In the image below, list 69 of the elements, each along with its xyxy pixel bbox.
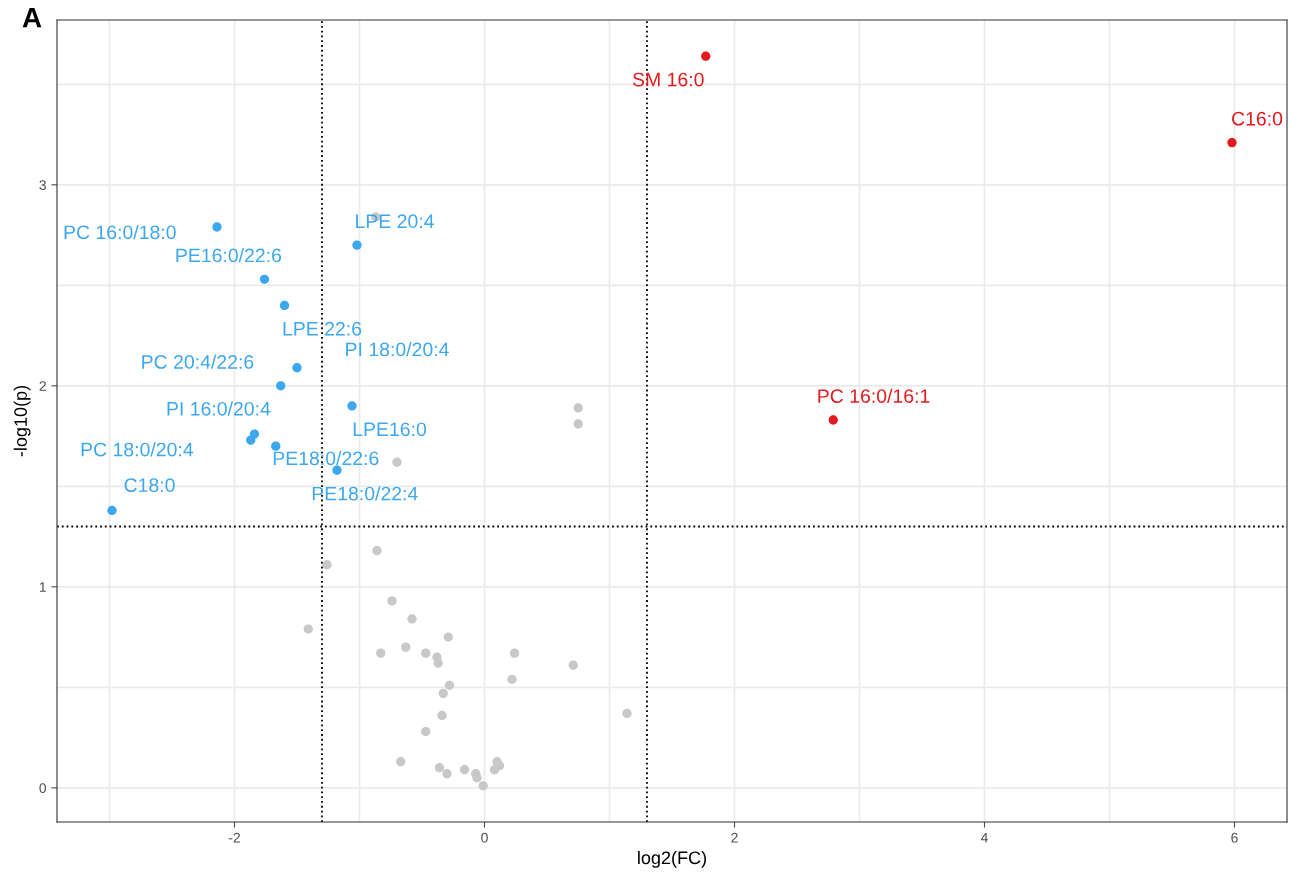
point	[347, 401, 357, 411]
point	[107, 505, 117, 516]
x-tick-label: -2	[228, 832, 240, 843]
point	[437, 710, 447, 721]
annotation: PE18:0/22:6	[273, 450, 379, 466]
x-tick-label: 4	[980, 832, 988, 843]
point	[472, 773, 482, 783]
point	[622, 708, 632, 719]
point	[478, 781, 488, 791]
annotation: PC 20:4/22:6	[142, 354, 254, 369]
point	[573, 419, 583, 429]
point	[401, 642, 411, 652]
y-tick-label: 2	[39, 381, 46, 391]
point	[443, 632, 453, 642]
point	[509, 648, 520, 658]
annotation: PI 16:0/20:4	[167, 401, 271, 416]
point	[828, 415, 838, 425]
point	[279, 300, 290, 311]
point	[507, 674, 517, 684]
point	[271, 441, 281, 451]
y-tick-label: 0	[39, 783, 47, 793]
point	[1227, 137, 1237, 148]
point	[459, 765, 470, 775]
annotation: LPE 20:4	[356, 214, 434, 229]
annotation: C18:0	[124, 478, 175, 493]
point	[332, 465, 342, 475]
point	[376, 648, 386, 658]
point	[387, 596, 397, 606]
point	[392, 457, 402, 467]
y-tick-label: 1	[39, 582, 46, 592]
point	[396, 757, 406, 767]
y-tick-label: 3	[39, 180, 46, 190]
point	[407, 614, 417, 624]
point	[246, 435, 256, 445]
point	[568, 660, 578, 670]
point	[442, 769, 452, 779]
point	[372, 545, 382, 556]
point	[276, 381, 286, 391]
point	[303, 624, 313, 634]
x-axis-title: log2(FC)	[638, 850, 706, 868]
annotation: C16:0	[1232, 111, 1283, 126]
point	[433, 658, 443, 668]
chart-title: A	[22, 8, 42, 28]
point	[352, 240, 362, 250]
annotation: SM 16:0	[632, 72, 704, 87]
point	[434, 763, 445, 773]
x-tick-label: 2	[731, 832, 738, 843]
annotation: PC 16:0/18:0	[64, 224, 176, 240]
annotation: PC 18:0/20:4	[81, 442, 194, 457]
point	[212, 222, 222, 232]
annotation: PE16:0/22:6	[176, 248, 282, 263]
point	[421, 648, 431, 658]
point	[444, 680, 455, 690]
point	[292, 363, 302, 373]
point	[421, 726, 431, 737]
point	[259, 274, 270, 284]
annotation: PC 16:0/16:1	[818, 388, 930, 403]
annotation: LPE 22:6	[283, 321, 362, 336]
x-tick-label: 6	[1231, 832, 1238, 843]
point	[322, 560, 332, 570]
point	[489, 765, 500, 775]
point	[701, 51, 711, 61]
x-tick-label: 0	[481, 832, 488, 843]
y-axis-title: -log10(p)	[13, 385, 31, 457]
annotation: LPE16:0	[353, 422, 427, 437]
point	[438, 688, 448, 699]
annotation: PE18:0/22:4	[312, 486, 418, 501]
annotation: PI 18:0/20:4	[346, 342, 449, 357]
point	[573, 403, 583, 413]
